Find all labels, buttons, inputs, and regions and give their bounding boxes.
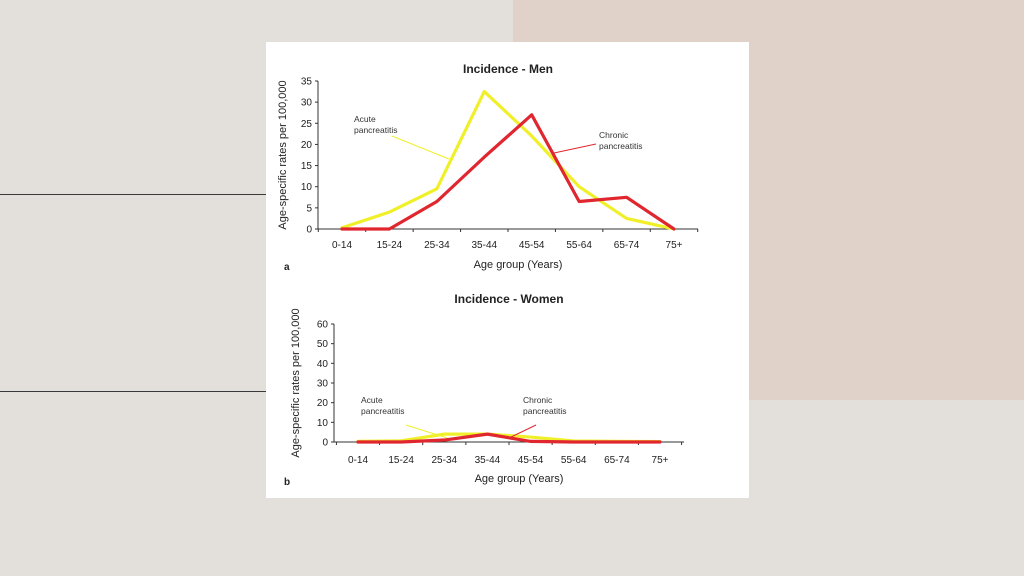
panel-a-data-point-0 [577, 185, 581, 188]
panel-b-panel-letter: b [284, 477, 290, 488]
panel-b-series-label-0: pancreatitis [361, 406, 404, 416]
panel-a-y-tick-label: 5 [306, 203, 312, 214]
panel-a-data-point-0 [625, 217, 628, 220]
divider-line-top [0, 194, 266, 195]
panel-a-data-point-1 [577, 200, 581, 203]
panel-a-data-point-0 [388, 210, 391, 214]
panel-a-x-tick-label: 35-44 [471, 240, 497, 251]
panel-b-series-label-1: pancreatitis [523, 406, 566, 416]
panel-a-y-tick-label: 15 [301, 161, 313, 172]
panel-b-data-point-1 [615, 440, 619, 444]
panel-a-y-axis-title: Age-specific rates per 100,000 [277, 80, 289, 229]
panel-b-y-tick-label: 10 [317, 418, 329, 429]
panel-b-data-point-1 [486, 432, 489, 436]
panel-b-x-tick-label: 0-14 [348, 455, 368, 466]
panel-b-x-tick-label: 65-74 [604, 455, 630, 466]
panel-a-x-tick-label: 25-34 [424, 240, 450, 251]
panel-a-data-point-1 [672, 227, 676, 231]
panel-a-series-leader-line-0 [391, 135, 450, 160]
figure-card: Incidence - Men 0 5 10 15 20 25 30 35 0-14 15-24 25… [266, 42, 749, 498]
panel-a-x-tick-label: 0-14 [332, 240, 352, 251]
panel-b-x-tick-label: 75+ [652, 455, 669, 466]
panel-a-data-point-1 [625, 196, 628, 199]
panel-a-x-tick-label: 55-64 [566, 240, 592, 251]
panel-a-y-tick-label: 35 [301, 77, 313, 88]
panel-a-y-tick-label: 25 [301, 119, 313, 130]
panel-a-series-leader-line-1 [553, 143, 597, 154]
panel-b-data-point-1 [658, 440, 662, 444]
panel-a-y-tick-label: 10 [301, 182, 313, 193]
panel-b-y-tick-label: 40 [317, 359, 329, 370]
panel-a-data-point-0 [483, 90, 486, 93]
panel-a-series-label-0: Acute [354, 114, 376, 124]
panel-a-data-point-0 [530, 134, 533, 138]
panel-a-chart-title: Incidence - Men [463, 62, 553, 76]
panel-b-data-point-1 [529, 440, 532, 443]
panel-a-x-tick-label: 45-54 [519, 240, 545, 251]
panel-a-x-tick-label: 75+ [666, 240, 683, 251]
panel-b-x-tick-label: 45-54 [518, 455, 544, 466]
panel-a-panel-letter: a [284, 262, 290, 273]
panel-a-x-tick-label: 65-74 [614, 240, 640, 251]
panel-b-x-axis-title: Age group (Years) [475, 473, 564, 485]
panel-b-data-point-1 [443, 438, 446, 442]
panel-a-series-line-0 [340, 89, 676, 231]
panel-a-data-point-0 [435, 187, 439, 191]
panel-b-x-tick-label: 15-24 [388, 455, 414, 466]
panel-a-series-label-1: Chronic [599, 130, 629, 140]
panel-b-series-label-0: Acute [361, 395, 383, 405]
panel-b-series-leader-line-1 [508, 424, 537, 439]
panel-a-series-label-0: pancreatitis [354, 125, 397, 135]
panel-b-data-point-1 [356, 440, 360, 444]
panel-a-data-point-1 [340, 227, 344, 231]
panel-b-data-point-1 [572, 440, 575, 444]
panel-b-series-label-1: Chronic [523, 395, 553, 405]
panel-b-chart-title: Incidence - Women [454, 292, 563, 306]
panel-a-y-tick-label: 0 [306, 225, 312, 236]
panel-a-data-point-1 [530, 113, 533, 117]
panel-b-y-tick-label: 50 [317, 339, 329, 350]
panel-b-series-leader-line-0 [405, 424, 448, 439]
figure-svg: Incidence - Men 0 5 10 15 20 25 30 35 0-14 15-24 25… [277, 62, 699, 488]
panel-b-data-point-1 [399, 440, 403, 444]
panel-a-x-tick-label: 15-24 [377, 240, 403, 251]
panel-b-y-tick-label: 60 [317, 320, 329, 331]
panel-b-x-tick-label: 55-64 [561, 455, 587, 466]
panel-a-series-label-1: pancreatitis [599, 141, 642, 151]
panel-a-data-point-1 [388, 227, 391, 231]
panel-b-y-tick-label: 20 [317, 398, 329, 409]
panel-b-y-tick-label: 0 [322, 438, 328, 449]
panel-b-x-tick-label: 25-34 [431, 455, 457, 466]
panel-a-data-point-1 [435, 200, 439, 203]
panel-b-data-point-0 [443, 432, 446, 436]
panel-b-data-point-0 [529, 435, 532, 439]
divider-line-bottom [0, 391, 266, 392]
panel-b-y-tick-label: 30 [317, 379, 329, 390]
panel-a-y-tick-label: 30 [301, 98, 313, 109]
panel-a-x-axis-title: Age group (Years) [474, 259, 563, 271]
panel-b-y-axis-title: Age-specific rates per 100,000 [290, 308, 302, 457]
panel-a-data-point-1 [483, 155, 486, 159]
panel-b-x-tick-label: 35-44 [475, 455, 501, 466]
panel-a-series-line-1 [340, 113, 676, 231]
panel-a-y-tick-label: 20 [301, 140, 313, 151]
